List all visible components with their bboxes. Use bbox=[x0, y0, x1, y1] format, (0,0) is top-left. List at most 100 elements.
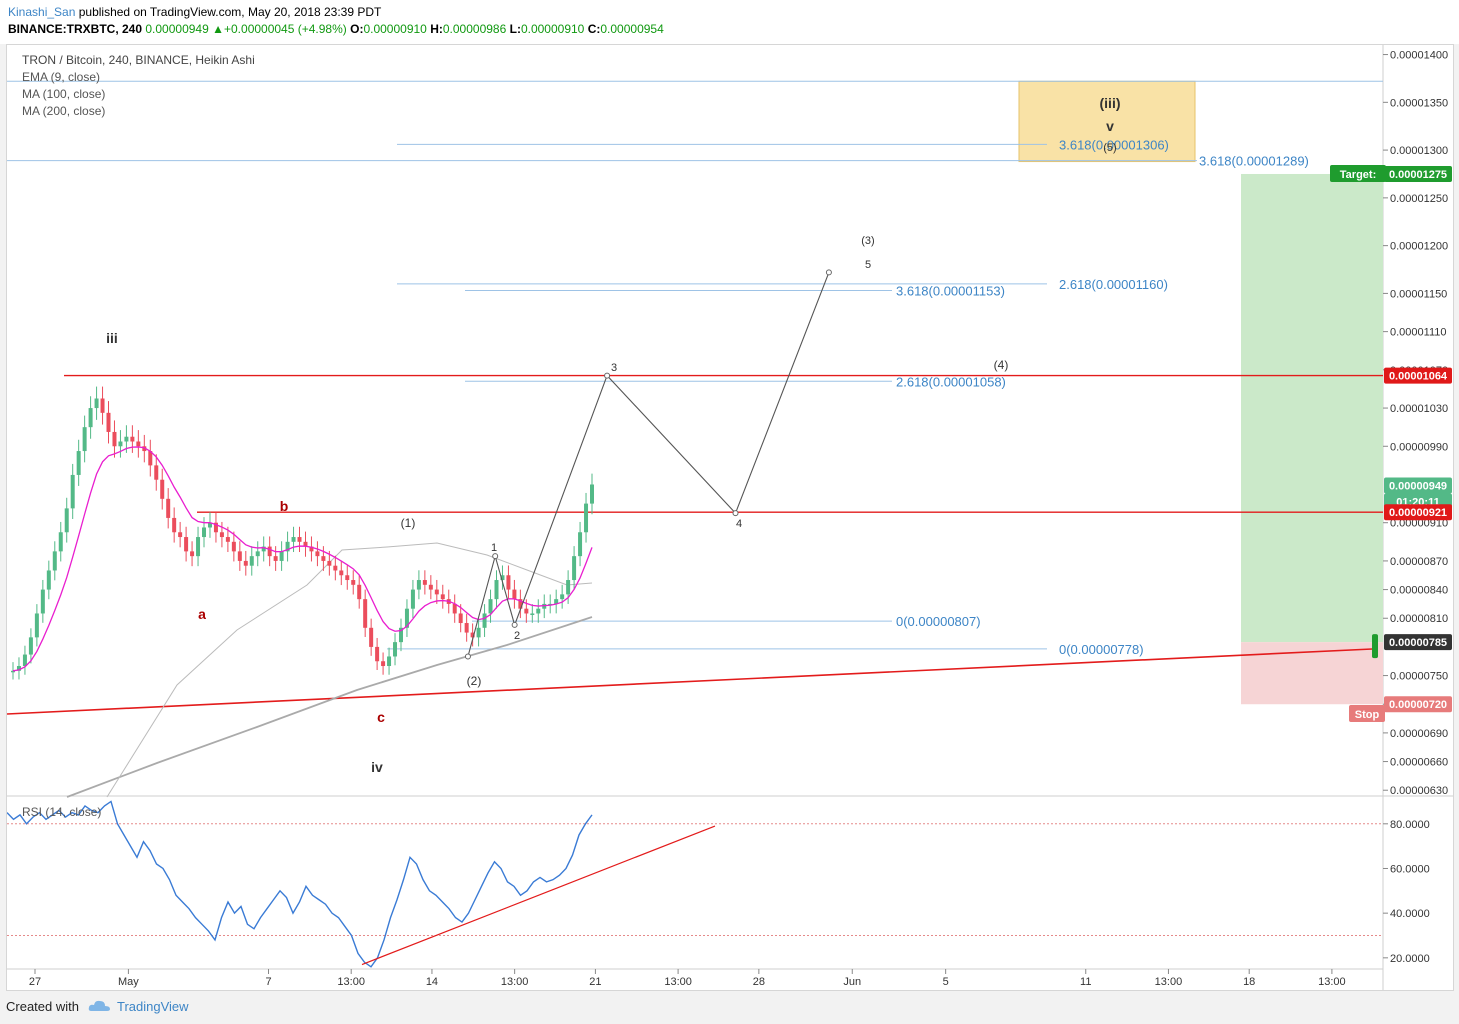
lower-resistance-badge: 0.00000921 bbox=[1389, 507, 1447, 519]
entry-price-badge: 0.00000785 bbox=[1389, 637, 1447, 649]
wave-point bbox=[492, 553, 499, 560]
candle-body bbox=[410, 589, 415, 609]
candle-body bbox=[398, 627, 403, 643]
ema-legend[interactable]: EMA (9, close) bbox=[22, 70, 101, 84]
fib-label: 0(0.00000778) bbox=[1059, 642, 1144, 657]
candle-body bbox=[530, 613, 535, 615]
last-price: 0.00000949 bbox=[145, 22, 209, 36]
price-tick-label: 0.00000840 bbox=[1390, 585, 1448, 597]
wave-point bbox=[732, 510, 739, 517]
candle-body bbox=[285, 541, 290, 552]
ma200-legend[interactable]: MA (200, close) bbox=[22, 104, 106, 118]
stop-price-badge-bg bbox=[1384, 696, 1452, 713]
chart-title: TRON / Bitcoin, 240, BINANCE, Heikin Ash… bbox=[22, 53, 255, 67]
candle-body bbox=[387, 656, 392, 667]
candle-body bbox=[94, 398, 99, 409]
candle-body bbox=[506, 575, 511, 590]
ohlc-line: BINANCE:TRXBTC, 240 0.00000949 ▲+0.00000… bbox=[8, 22, 664, 36]
target-zone bbox=[1241, 173, 1383, 643]
candle-body bbox=[375, 646, 380, 662]
candle-body bbox=[160, 479, 165, 499]
candle-body bbox=[243, 560, 248, 566]
published-text: published on TradingView.com, May 20, 20… bbox=[78, 5, 382, 19]
candle-body bbox=[351, 580, 356, 585]
publish-line: Kinashi_San published on TradingView.com… bbox=[8, 5, 381, 19]
triangle-up-icon: ▲ bbox=[212, 22, 224, 36]
wave-projection-path bbox=[467, 272, 830, 657]
wave-point bbox=[464, 653, 471, 660]
candle-body bbox=[64, 508, 69, 533]
candle-body bbox=[297, 537, 302, 542]
candle-body bbox=[136, 441, 141, 447]
low-value: 0.00000910 bbox=[520, 22, 585, 36]
target-tag: Target: bbox=[1340, 169, 1376, 181]
candle-body bbox=[578, 532, 583, 557]
rsi-legend[interactable]: RSI (14, close) bbox=[22, 805, 102, 819]
candle-body bbox=[470, 632, 475, 638]
candle-body bbox=[46, 570, 51, 590]
target-tag-bg bbox=[1330, 165, 1386, 182]
wave-label-1-paren: (1) bbox=[401, 516, 416, 530]
candle-body bbox=[512, 589, 517, 600]
price-tick-label: 0.00001350 bbox=[1390, 97, 1448, 109]
ma100-legend[interactable]: MA (100, close) bbox=[22, 87, 106, 101]
support-trendline bbox=[7, 648, 1373, 715]
candle-body bbox=[333, 565, 338, 571]
candle-body bbox=[590, 484, 594, 504]
candle-body bbox=[130, 436, 135, 442]
chart-area[interactable]: 0.00001400 0.00001350 0.00001300 0.00001250… bbox=[6, 44, 1454, 991]
candle-body bbox=[249, 556, 254, 566]
candle-body bbox=[566, 580, 571, 595]
candle-body bbox=[219, 532, 224, 538]
tradingview-cloud-icon[interactable] bbox=[88, 998, 112, 1014]
time-tick-label: 13:00 bbox=[501, 976, 529, 988]
rsi-tick-label: 40.0000 bbox=[1390, 908, 1430, 920]
price-tick-label: 0.00000910 bbox=[1390, 518, 1448, 530]
candle-body bbox=[34, 613, 39, 638]
candle-body bbox=[542, 603, 547, 609]
price-tick-label: 0.00001400 bbox=[1390, 50, 1448, 62]
candle-body bbox=[422, 580, 427, 585]
fib-label: 3.618(0.00001289) bbox=[1199, 154, 1309, 169]
stop-price-badge: 0.00000720 bbox=[1389, 699, 1447, 711]
wave-point bbox=[604, 372, 611, 379]
candle-body bbox=[76, 451, 81, 475]
time-tick-label: 13:00 bbox=[337, 976, 365, 988]
candle-body bbox=[225, 537, 230, 542]
candle-body bbox=[452, 603, 457, 614]
candle-body bbox=[416, 580, 421, 590]
candle-body bbox=[327, 560, 332, 566]
chart-header: Kinashi_San published on TradingView.com… bbox=[0, 0, 1459, 44]
price-tick-label: 0.00000750 bbox=[1390, 671, 1448, 683]
rsi-trendline bbox=[361, 825, 716, 966]
candle-body bbox=[524, 608, 529, 614]
wave-label-c: c bbox=[377, 709, 385, 725]
candle-body bbox=[88, 408, 93, 428]
wave-point bbox=[511, 621, 518, 628]
price-tick-label: 0.00000690 bbox=[1390, 728, 1448, 740]
candle-body bbox=[148, 451, 153, 466]
candle-body bbox=[434, 589, 439, 595]
author-link[interactable]: Kinashi_San bbox=[8, 5, 76, 19]
candle-body bbox=[106, 412, 111, 432]
candle-body bbox=[518, 599, 523, 609]
stop-tag-bg bbox=[1349, 705, 1385, 722]
tradingview-link[interactable]: TradingView bbox=[117, 999, 189, 1014]
time-tick-label: 13:00 bbox=[1155, 976, 1183, 988]
high-label: H: bbox=[430, 22, 443, 36]
ma200-line bbox=[66, 616, 593, 798]
candle-body bbox=[363, 599, 368, 628]
time-tick-label: 21 bbox=[589, 976, 601, 988]
chart-canvas[interactable]: 0.00001400 0.00001350 0.00001300 0.00001250… bbox=[7, 45, 1453, 990]
candle-body bbox=[112, 431, 117, 447]
wave-label-4-paren: (4) bbox=[994, 358, 1009, 372]
candle-body bbox=[40, 589, 45, 614]
candle-body bbox=[536, 608, 541, 614]
wave-point bbox=[825, 269, 832, 276]
entry-price-badge-bg bbox=[1384, 634, 1452, 651]
candle-body bbox=[202, 527, 207, 538]
time-tick-label: 11 bbox=[1080, 976, 1091, 988]
close-value: 0.00000954 bbox=[600, 22, 664, 36]
created-with-text: Created with bbox=[6, 999, 79, 1014]
stop-tag: Stop bbox=[1355, 709, 1380, 721]
